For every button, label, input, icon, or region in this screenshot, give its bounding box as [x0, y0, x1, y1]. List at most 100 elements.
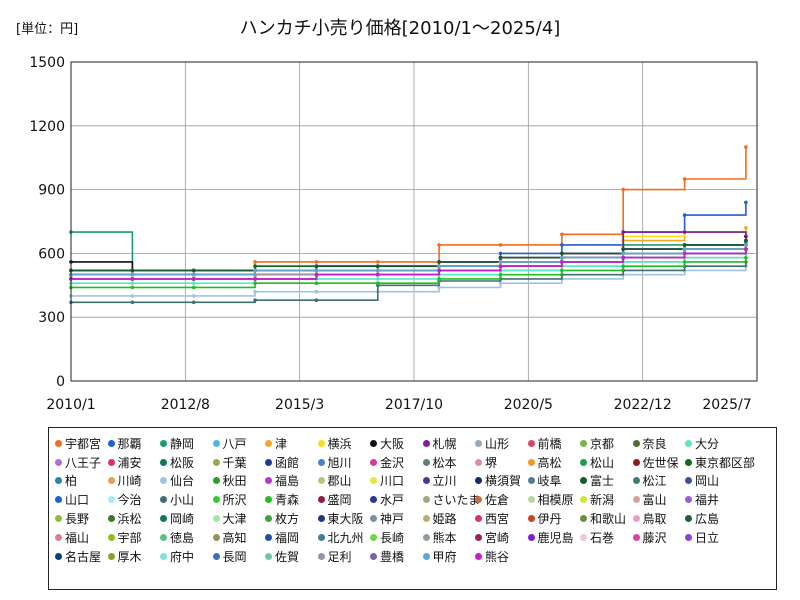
legend-marker — [422, 533, 430, 541]
legend-marker — [370, 533, 377, 541]
data-point — [437, 264, 441, 269]
legend-item: 仙台 — [160, 472, 213, 491]
x-tick-label: 2012/8 — [161, 397, 210, 413]
legend-marker — [685, 533, 692, 541]
data-point — [498, 251, 503, 256]
legend-item: 伊丹 — [527, 509, 581, 528]
unit-label: [単位：円] — [16, 22, 79, 37]
legend-marker — [422, 552, 430, 560]
data-point — [314, 264, 319, 269]
legend-item: 浦安 — [107, 453, 161, 472]
data-point — [498, 255, 503, 260]
data-point — [253, 260, 257, 264]
legend-marker — [580, 458, 587, 466]
legend-item: 姫路 — [422, 509, 476, 528]
legend-marker — [212, 439, 220, 447]
legend-label: 神戸 — [380, 512, 405, 527]
series-line — [71, 231, 747, 280]
legend-marker — [107, 515, 115, 523]
legend-label: 奈良 — [642, 436, 667, 451]
data-point — [191, 285, 196, 290]
legend-label: 高松 — [537, 455, 562, 470]
series-lines — [69, 145, 748, 305]
legend-label: 松山 — [590, 455, 615, 470]
legend-item: 那覇 — [107, 434, 161, 453]
legend-item: 日立 — [685, 528, 738, 547]
legend-item: 川崎 — [107, 472, 161, 491]
legend-marker — [370, 477, 377, 485]
legend-item: 徳島 — [160, 528, 213, 547]
legend-label: 大分 — [695, 436, 720, 451]
data-point — [437, 243, 441, 247]
legend-label: 八王子 — [65, 455, 102, 470]
legend-item: 山口 — [55, 490, 108, 509]
data-point — [498, 281, 503, 286]
y-tick-label: 900 — [38, 183, 65, 199]
grid-lines — [70, 61, 758, 382]
legend-label: 宮崎 — [485, 530, 510, 545]
data-point — [253, 277, 257, 281]
legend-label: 名古屋 — [65, 549, 102, 564]
legend-label: 鹿児島 — [537, 530, 574, 545]
legend-label: 鳥取 — [642, 512, 667, 527]
legend-item: 秋田 — [212, 472, 266, 491]
legend-label: 立川 — [432, 474, 457, 489]
data-point — [253, 268, 257, 273]
data-point — [498, 260, 503, 264]
legend-marker — [160, 515, 167, 523]
legend-marker — [160, 439, 167, 447]
legend-label: 宇部 — [117, 530, 142, 545]
legend-marker — [527, 458, 535, 466]
x-axis-ticks: 2010/1 2012/8 2015/3 2017/10 2020/5 2022/12 20… — [46, 397, 751, 413]
legend-item: 豊橋 — [370, 547, 423, 566]
data-point — [253, 281, 257, 286]
legend-label: 郡山 — [327, 474, 352, 489]
legend-label: 札幌 — [432, 436, 457, 451]
legend-item: 松江 — [632, 472, 686, 491]
data-point — [744, 243, 748, 247]
legend-label: 新潟 — [590, 493, 615, 508]
legend-marker — [265, 496, 272, 504]
legend-marker — [55, 496, 62, 504]
legend-item: 長崎 — [370, 528, 423, 547]
legend-label: 津 — [275, 436, 288, 451]
legend-label: さいたま — [432, 493, 481, 508]
data-point — [621, 187, 625, 192]
legend-marker — [475, 477, 482, 485]
legend-marker — [527, 496, 535, 504]
legend-label: 厚木 — [117, 549, 142, 564]
data-point — [376, 272, 380, 277]
legend-label: 金沢 — [380, 455, 405, 470]
legend-item: さいたま — [422, 490, 480, 509]
y-tick-label: 300 — [38, 310, 65, 326]
legend-marker — [422, 439, 430, 447]
legend-marker — [370, 496, 377, 504]
legend-marker — [265, 552, 272, 560]
legend-label: 東京都区部 — [695, 455, 756, 470]
legend-marker — [422, 458, 430, 466]
legend-label: 府中 — [170, 549, 195, 564]
legend-marker — [685, 496, 692, 504]
data-point — [744, 226, 748, 230]
legend-marker — [632, 515, 640, 523]
data-point — [744, 145, 748, 149]
legend-marker — [107, 552, 115, 560]
legend-item: 厚木 — [107, 547, 161, 566]
legend-marker — [422, 477, 430, 485]
legend-label: 大津 — [222, 512, 247, 527]
x-tick-label: 2017/10 — [385, 397, 443, 413]
legend-marker — [370, 515, 377, 523]
legend-marker — [422, 515, 430, 523]
legend-item: 津 — [265, 434, 318, 453]
legend-marker — [580, 477, 587, 485]
legend-item: 宇部 — [107, 528, 161, 547]
legend-marker — [107, 458, 115, 466]
legend-item: 川口 — [370, 472, 423, 491]
data-point — [314, 268, 319, 273]
legend-label: 佐倉 — [485, 493, 510, 508]
x-tick-label: 2025/7 — [702, 397, 751, 413]
legend-item: 神戸 — [370, 509, 423, 528]
legend-label: 大阪 — [380, 436, 405, 451]
legend-marker — [527, 515, 535, 523]
legend-item: 名古屋 — [55, 547, 108, 566]
